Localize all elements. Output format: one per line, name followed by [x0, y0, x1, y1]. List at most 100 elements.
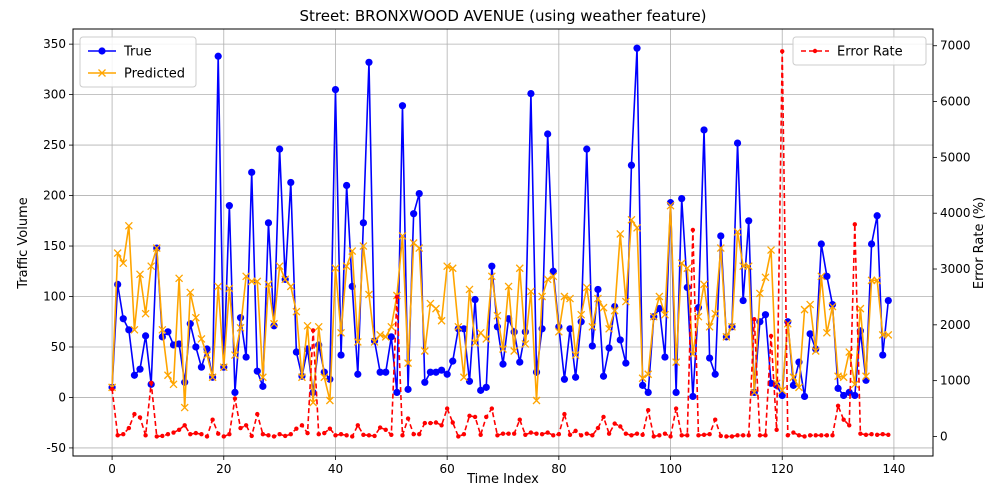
data-point	[377, 425, 383, 430]
y-tick-label: 300	[43, 88, 66, 102]
series-error-rate	[109, 49, 891, 439]
data-point	[191, 313, 200, 322]
data-point	[253, 277, 262, 286]
x-tick-label: 120	[771, 462, 794, 476]
data-point	[478, 432, 483, 437]
series-line	[111, 204, 889, 409]
data-point	[696, 433, 701, 438]
data-point	[337, 351, 345, 359]
data-point	[148, 380, 154, 386]
data-point	[789, 381, 797, 389]
data-point	[422, 420, 428, 426]
data-point	[115, 433, 120, 438]
data-point	[862, 372, 870, 381]
data-point	[331, 264, 340, 273]
data-point	[248, 168, 256, 176]
data-point	[137, 415, 143, 420]
data-point	[634, 431, 640, 436]
data-point	[281, 275, 290, 284]
data-point	[197, 334, 206, 343]
data-point	[595, 425, 601, 431]
data-point	[511, 431, 517, 436]
data-point	[421, 378, 429, 386]
data-point	[627, 161, 636, 169]
data-point	[299, 423, 305, 428]
data-point	[828, 300, 837, 309]
data-point	[259, 382, 267, 390]
data-point	[398, 102, 407, 110]
data-point	[506, 431, 511, 436]
data-point	[845, 388, 853, 397]
data-point	[763, 433, 768, 438]
data-point	[856, 304, 865, 313]
data-point	[488, 262, 496, 270]
data-point	[376, 368, 384, 376]
data-point	[444, 406, 450, 411]
data-point	[460, 325, 468, 333]
data-point	[700, 126, 708, 134]
data-point	[884, 330, 893, 339]
data-point	[813, 433, 818, 438]
data-point	[705, 322, 714, 331]
data-point	[819, 433, 824, 438]
data-point	[661, 353, 669, 361]
data-point	[874, 432, 880, 437]
data-point	[869, 432, 874, 437]
data-point	[588, 342, 596, 350]
legend-label: True	[123, 45, 152, 60]
data-point	[728, 322, 736, 331]
y2-tick-label: 2000	[940, 318, 971, 332]
data-point	[840, 391, 848, 400]
data-point	[310, 328, 316, 333]
data-point	[560, 292, 569, 301]
data-point	[343, 181, 351, 190]
data-point	[724, 434, 729, 439]
data-point	[389, 432, 394, 437]
data-point	[350, 434, 355, 439]
y2-tick-label: 6000	[940, 95, 971, 109]
data-point	[387, 333, 395, 341]
data-point	[499, 345, 507, 353]
data-point	[121, 432, 126, 437]
data-point	[629, 433, 634, 438]
data-point	[688, 350, 697, 359]
data-point	[437, 366, 446, 374]
data-point	[236, 314, 245, 322]
data-point	[192, 343, 200, 351]
data-point	[163, 371, 172, 380]
data-point	[303, 321, 312, 330]
data-point	[722, 332, 731, 341]
data-point	[526, 287, 535, 296]
data-point	[203, 351, 211, 360]
data-point	[160, 433, 165, 439]
data-point	[713, 417, 718, 422]
data-point	[806, 300, 815, 309]
data-point	[605, 324, 614, 333]
y2-tick-label: 1000	[940, 374, 971, 388]
data-point	[238, 425, 243, 431]
data-point	[283, 433, 288, 439]
y-tick-label: 50	[51, 340, 66, 354]
data-point	[668, 434, 673, 439]
data-point	[672, 358, 681, 367]
data-point	[292, 348, 300, 356]
data-point	[449, 357, 457, 365]
data-point	[132, 411, 137, 417]
legend-box	[792, 36, 927, 66]
data-point	[700, 280, 708, 289]
legend-swatch-marker	[812, 48, 818, 54]
y-tick-label: 150	[43, 239, 66, 253]
data-point	[811, 347, 820, 355]
data-point	[644, 370, 653, 379]
data-point	[701, 432, 707, 437]
data-point	[618, 424, 623, 429]
data-point	[689, 392, 697, 401]
data-point	[761, 311, 770, 319]
data-point	[828, 302, 837, 311]
data-point	[791, 430, 796, 435]
series-layer	[108, 44, 893, 439]
data-point	[482, 334, 491, 343]
data-point	[817, 272, 826, 281]
data-point	[622, 359, 630, 367]
data-point	[616, 336, 624, 344]
